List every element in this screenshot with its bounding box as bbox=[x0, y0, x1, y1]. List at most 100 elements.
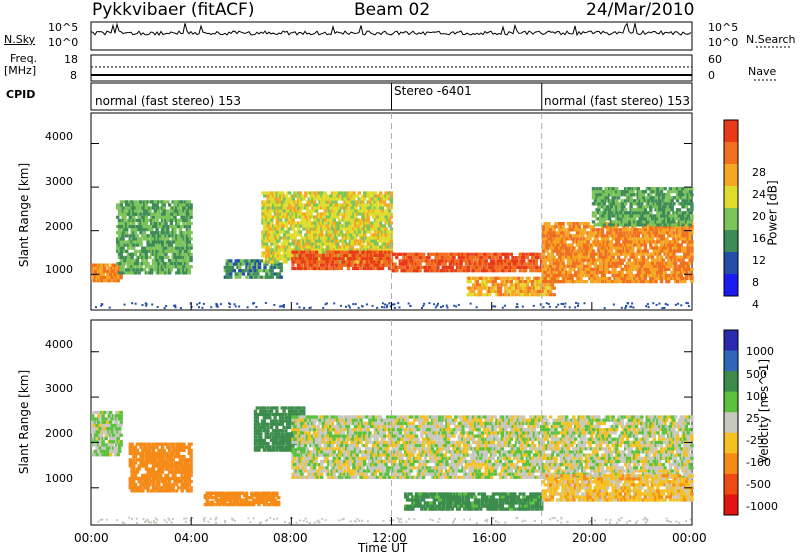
echo-cell bbox=[544, 271, 547, 274]
echo-cell bbox=[367, 264, 370, 267]
echo-cell bbox=[485, 283, 488, 286]
echo-cell bbox=[189, 259, 192, 262]
echo-cell bbox=[186, 247, 189, 250]
echo-cell bbox=[608, 271, 611, 274]
echo-cell bbox=[545, 287, 548, 290]
echo-cell bbox=[255, 306, 257, 308]
echo-cell bbox=[669, 231, 672, 234]
echo-cell bbox=[121, 265, 124, 268]
echo-cell bbox=[630, 306, 632, 308]
echo-cell bbox=[121, 240, 124, 243]
echo-cell bbox=[196, 304, 198, 306]
echo-cell bbox=[182, 244, 185, 247]
echo-cell bbox=[188, 240, 191, 243]
echo-cell bbox=[663, 223, 666, 226]
echo-cell bbox=[249, 269, 252, 272]
echo-cell bbox=[142, 304, 144, 306]
echo-cell bbox=[188, 271, 191, 274]
echo-cell bbox=[349, 224, 352, 227]
echo-cell bbox=[646, 214, 649, 217]
echo-cell bbox=[379, 239, 382, 242]
echo-cell bbox=[93, 424, 96, 427]
echo-cell bbox=[595, 237, 598, 240]
echo-cell bbox=[166, 210, 169, 213]
echo-cell bbox=[654, 243, 657, 246]
echo-cell bbox=[272, 206, 275, 209]
echo-cell bbox=[625, 305, 627, 307]
echo-cell bbox=[102, 273, 105, 276]
echo-cell bbox=[317, 224, 320, 227]
echo-cell bbox=[184, 259, 187, 262]
echo-cell bbox=[146, 234, 149, 237]
echo-cell bbox=[297, 242, 300, 245]
echo-cell bbox=[157, 306, 159, 308]
echo-cell bbox=[680, 190, 683, 193]
echo-cell bbox=[256, 259, 259, 262]
echo-cell bbox=[338, 218, 341, 221]
echo-cell bbox=[265, 272, 268, 275]
echo-cell bbox=[667, 259, 670, 262]
echo-cell bbox=[688, 305, 690, 307]
echo-cell bbox=[688, 220, 691, 223]
echo-region bbox=[392, 253, 544, 273]
echo-cell bbox=[581, 262, 584, 265]
echo-cell bbox=[282, 305, 284, 307]
echo-cell bbox=[313, 197, 316, 200]
echo-cell bbox=[304, 267, 307, 270]
echo-cell bbox=[358, 212, 361, 215]
echo-cell bbox=[245, 263, 248, 266]
echo-cell bbox=[340, 227, 343, 230]
echo-cell bbox=[125, 250, 128, 253]
echo-cell bbox=[585, 280, 588, 283]
echo-cell bbox=[644, 274, 647, 277]
echo-cell bbox=[659, 303, 661, 305]
echo-cell bbox=[277, 245, 280, 248]
echo-cell bbox=[324, 209, 327, 212]
echo-cell bbox=[367, 224, 370, 227]
echo-cell bbox=[561, 222, 564, 225]
echo-cell bbox=[386, 230, 389, 233]
echo-cell bbox=[495, 256, 498, 259]
echo-cell bbox=[368, 236, 371, 239]
echo-cell bbox=[578, 274, 581, 277]
echo-cell bbox=[669, 187, 672, 190]
echo-cell bbox=[628, 187, 631, 190]
echo-cell bbox=[485, 259, 488, 262]
echo-cell bbox=[488, 256, 491, 259]
echo-cell bbox=[553, 293, 556, 296]
echo-cell bbox=[681, 271, 684, 274]
echo-cell bbox=[579, 222, 582, 225]
echo-cell bbox=[517, 277, 520, 280]
echo-cell bbox=[660, 256, 663, 259]
echo-cell bbox=[189, 203, 192, 206]
echo-cell bbox=[494, 287, 497, 290]
echo-cell bbox=[547, 274, 550, 277]
echo-cell bbox=[621, 262, 624, 265]
echo-cell bbox=[278, 272, 281, 275]
echo-cell bbox=[327, 215, 330, 218]
echo-cell bbox=[334, 200, 337, 203]
echo-cell bbox=[306, 206, 309, 209]
echo-cell bbox=[399, 306, 401, 308]
echo-cell bbox=[116, 216, 119, 219]
echo-cell bbox=[628, 259, 631, 262]
echo-cell bbox=[231, 266, 234, 269]
echo-cell bbox=[155, 250, 158, 253]
echo-cell bbox=[417, 259, 420, 262]
echo-cell bbox=[594, 199, 597, 202]
echo-cell bbox=[545, 250, 548, 253]
echo-cell bbox=[356, 267, 359, 270]
echo-cell bbox=[617, 193, 620, 196]
echo-cell bbox=[299, 257, 302, 260]
echo-cell bbox=[687, 302, 689, 304]
echo-cell bbox=[356, 260, 359, 263]
echo-cell bbox=[595, 271, 598, 274]
echo-cell bbox=[145, 216, 148, 219]
echo-cell bbox=[642, 205, 645, 208]
echo-cell bbox=[302, 197, 305, 200]
echo-cell bbox=[690, 277, 693, 280]
echo-cell bbox=[542, 225, 545, 228]
echo-cell bbox=[433, 263, 436, 266]
echo-cell bbox=[186, 203, 189, 206]
echo-cell bbox=[574, 250, 577, 253]
